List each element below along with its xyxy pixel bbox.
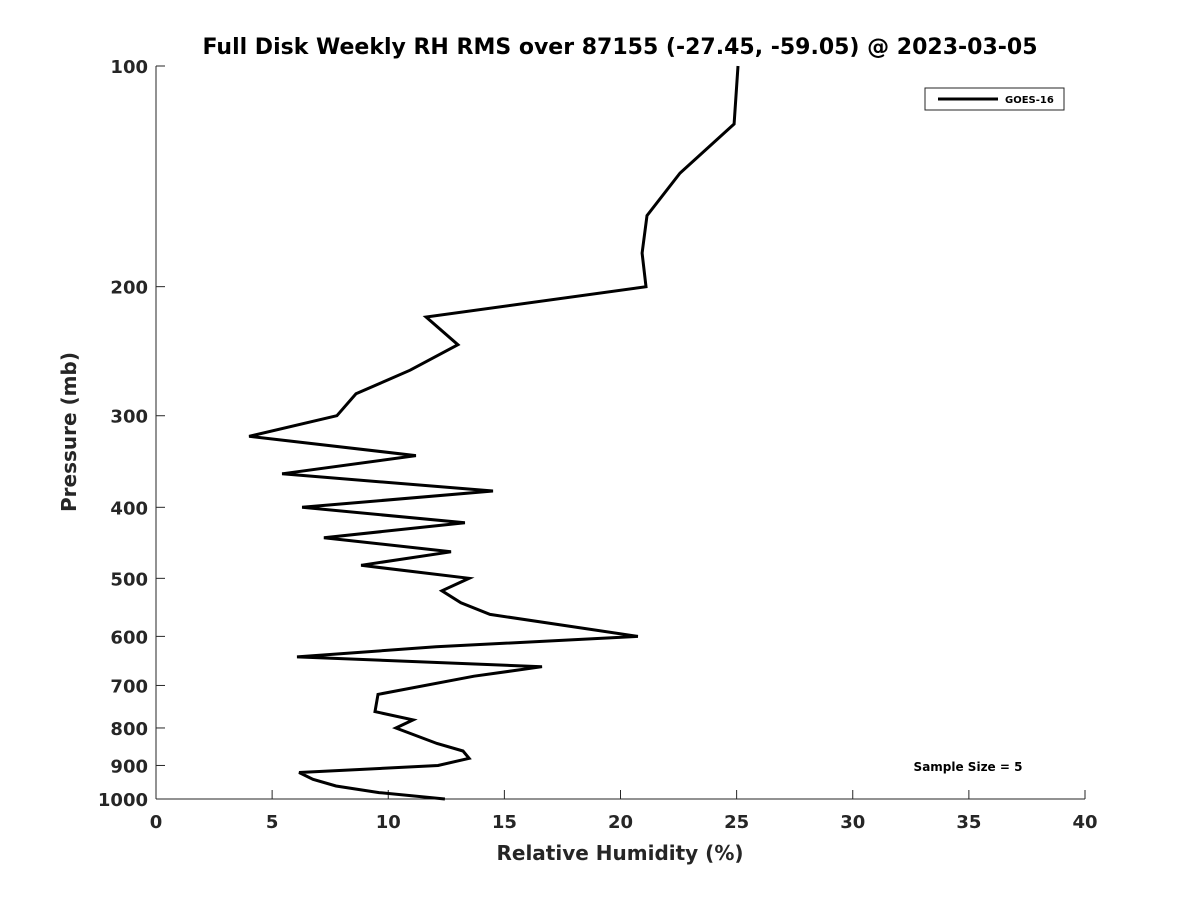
x-tick-label: 25	[724, 812, 749, 833]
y-tick-label: 800	[110, 719, 148, 740]
legend: GOES-16	[924, 87, 1065, 111]
series-line-goes-16	[248, 65, 740, 801]
x-tick-label: 10	[376, 812, 401, 833]
sample-size-annotation: Sample Size = 5	[914, 760, 1023, 774]
x-tick-label: 0	[150, 812, 163, 833]
x-tick-label: 15	[492, 812, 517, 833]
x-tick-label: 30	[840, 812, 865, 833]
y-tick-label: 700	[110, 676, 148, 697]
y-tick-label: 900	[110, 756, 148, 777]
x-tick-label: 5	[266, 812, 279, 833]
series-layer	[248, 65, 740, 801]
chart-title: Full Disk Weekly RH RMS over 87155 (-27.…	[202, 35, 1037, 60]
y-tick-label: 500	[110, 569, 148, 590]
x-tick-label: 35	[956, 812, 981, 833]
axes: 0 5 10 15 20 25 30 35 40 100 200 300 400 500 600 700 800…	[98, 57, 1098, 833]
y-tick-label: 100	[110, 57, 148, 78]
x-tick-label: 40	[1072, 812, 1097, 833]
y-tick-label: 400	[110, 498, 148, 519]
y-tick-label: 600	[110, 627, 148, 648]
y-tick-label: 1000	[98, 790, 148, 811]
y-tick-label: 200	[110, 278, 148, 299]
x-axis-label: Relative Humidity (%)	[496, 841, 743, 865]
legend-label-goes-16: GOES-16	[1005, 95, 1054, 106]
y-axis-label: Pressure (mb)	[57, 352, 81, 512]
y-tick-label: 300	[110, 407, 148, 428]
x-tick-label: 20	[608, 812, 633, 833]
